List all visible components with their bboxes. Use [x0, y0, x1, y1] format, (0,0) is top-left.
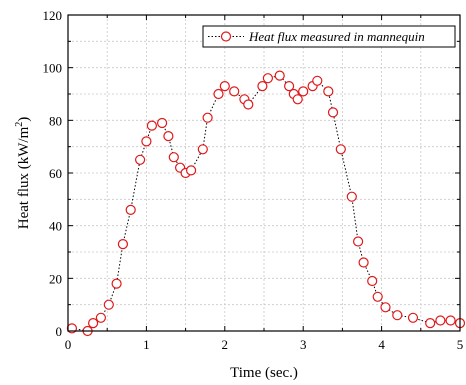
x-tick-label: 1: [143, 337, 150, 352]
data-point: [335, 144, 346, 155]
data-point: [327, 107, 339, 118]
data-point: [367, 275, 378, 287]
x-axis-label: Time (sec.): [230, 365, 298, 381]
data-point: [95, 312, 107, 323]
data-point: [312, 75, 323, 86]
data-point: [157, 117, 168, 129]
data-point: [117, 239, 129, 250]
y-tick-label: 80: [49, 113, 62, 128]
data-point: [323, 86, 334, 97]
legend-box: [202, 25, 456, 48]
y-axis-label-superscript: 2: [14, 122, 25, 127]
series-markers: [66, 70, 466, 337]
legend-marker-sample: [220, 31, 232, 42]
y-axis-label-end: ): [16, 117, 32, 122]
data-point: [407, 312, 419, 323]
data-point: [87, 318, 99, 329]
data-point: [380, 302, 391, 313]
axis-ticks: 0 1 2 3 4 5 0 20 40 60 80 100 120: [43, 8, 464, 352]
data-point: [243, 99, 254, 110]
data-point: [135, 154, 146, 165]
data-point: [358, 257, 369, 268]
data-point: [435, 315, 446, 326]
data-point: [445, 315, 456, 326]
data-point: [425, 318, 436, 329]
data-point: [262, 73, 273, 84]
data-point: [274, 70, 285, 81]
data-point: [257, 80, 268, 92]
data-point: [392, 310, 403, 321]
data-point: [186, 165, 197, 176]
x-tick-label: 4: [378, 337, 385, 352]
y-axis-label: Heat flux (kW/m2): [14, 117, 32, 229]
y-tick-label: 60: [49, 166, 62, 181]
data-point: [125, 204, 136, 215]
y-tick-label: 40: [49, 219, 62, 234]
data-point: [353, 236, 364, 247]
data-point: [346, 191, 357, 202]
data-point: [202, 112, 213, 123]
x-tick-label: 5: [457, 337, 464, 352]
data-point: [146, 120, 157, 131]
x-tick-label: 0: [65, 337, 72, 352]
data-point: [292, 94, 303, 105]
x-tick-label: 2: [222, 337, 229, 352]
data-point: [111, 278, 122, 289]
data-point: [284, 80, 295, 92]
data-point: [141, 136, 152, 147]
data-point: [229, 86, 240, 97]
legend-label: Heat flux measured in mannequin: [248, 29, 425, 44]
data-point: [372, 291, 383, 302]
data-point: [168, 152, 179, 163]
legend: Heat flux measured in mannequin: [202, 25, 456, 48]
y-tick-label: 120: [43, 8, 63, 23]
y-tick-label: 0: [56, 324, 63, 339]
data-point: [298, 86, 309, 97]
data-point: [163, 131, 174, 142]
y-tick-label: 100: [43, 61, 63, 76]
data-point: [103, 299, 114, 310]
data-point: [197, 144, 208, 155]
data-point: [219, 80, 230, 92]
y-tick-label: 20: [49, 271, 62, 286]
data-point: [213, 88, 224, 100]
x-tick-label: 3: [300, 337, 307, 352]
